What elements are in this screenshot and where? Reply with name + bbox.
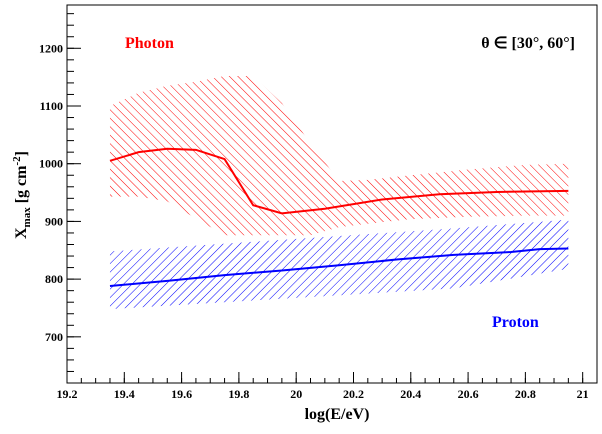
x-tick-label: 19.4 (114, 387, 135, 401)
y-tick-label: 1000 (39, 157, 63, 171)
y-axis-title-unit: [g cm (13, 165, 30, 207)
proton-mean-line (109, 247, 569, 288)
y-tick-label: 800 (45, 272, 63, 286)
series-label-proton: Proton (492, 314, 539, 331)
y-axis-ticks: 700 800 900 1000 1100 1200 (39, 13, 81, 384)
x-tick-label: 20.4 (400, 387, 421, 401)
x-tick-label: 20 (290, 387, 302, 401)
x-tick-label: 20.2 (343, 387, 364, 401)
y-tick-label: 1200 (39, 41, 63, 55)
photon-band (109, 75, 569, 236)
photon-mean-line (109, 147, 569, 215)
x-tick-label: 20.6 (458, 387, 479, 401)
x-tick-label: 20.8 (515, 387, 536, 401)
x-tick-label: 19.8 (228, 387, 249, 401)
angle-annotation: θ ∈ [30°, 60°] (481, 35, 575, 52)
series-label-photon: Photon (125, 35, 174, 52)
y-axis-title-superscript: -2 (11, 156, 23, 166)
x-tick-label: 21 (577, 387, 589, 401)
y-axis-title: Xmax [g cm-2] (11, 151, 33, 239)
series-lines (109, 147, 569, 288)
y-axis-title-subscript: max (21, 207, 33, 228)
x-axis-ticks: 19.2 19.4 19.6 19.8 20 20.2 20.4 20.6 20.8 21 (57, 372, 598, 401)
y-axis-title-main: X (13, 227, 30, 239)
y-tick-label: 900 (45, 214, 63, 228)
plot-frame (66, 4, 598, 384)
x-tick-label: 19.2 (57, 387, 78, 401)
y-tick-label: 1100 (40, 99, 63, 113)
y-axis-title-close: ] (13, 151, 30, 156)
x-axis-title: log(E/eV) (305, 406, 370, 423)
y-tick-label: 700 (45, 330, 63, 344)
x-tick-label: 19.6 (171, 387, 192, 401)
